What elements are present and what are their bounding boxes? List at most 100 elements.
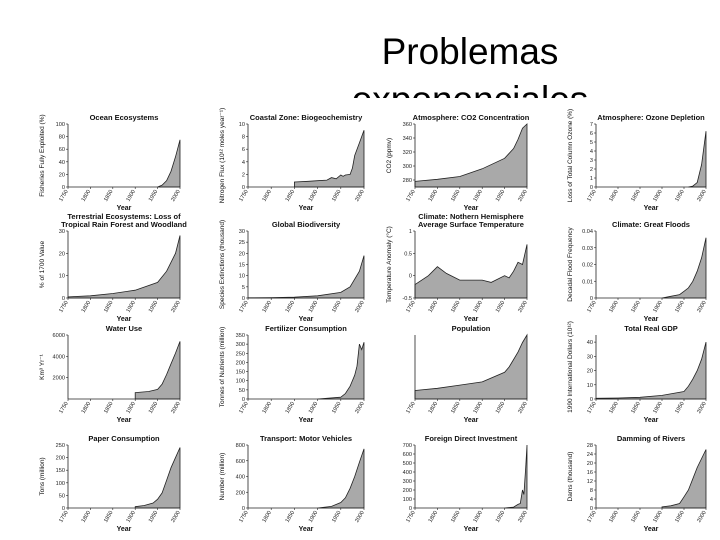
y-tick-label: 5 bbox=[590, 140, 593, 146]
series-area bbox=[157, 139, 181, 188]
y-tick-label: 280 bbox=[403, 178, 412, 184]
x-tick-label: 1800 bbox=[262, 300, 273, 314]
y-tick-label: 0 bbox=[242, 185, 245, 191]
x-tick-label: 1850 bbox=[103, 401, 114, 415]
y-tick-label: 5 bbox=[242, 285, 245, 291]
y-tick-label: 20 bbox=[59, 251, 65, 257]
y-axis-label: Dams (thousand) bbox=[567, 452, 574, 502]
y-tick-label: 100 bbox=[56, 481, 65, 487]
y-tick-label: 20 bbox=[587, 461, 593, 467]
chart-damming-of-rivers: Damming of Rivers 0 4 8 12 16 20 24 28 1750 1800 18… bbox=[567, 434, 708, 533]
x-tick-label: 1850 bbox=[630, 401, 641, 415]
y-tick-label: 10 bbox=[239, 274, 245, 280]
y-tick-label: 30 bbox=[59, 229, 65, 235]
x-tick-label: 1850 bbox=[103, 510, 114, 524]
chart-foreign-direct-investment: Foreign Direct Investment 0 100 200 300 400 50… bbox=[403, 434, 529, 533]
y-axis-label: Tonnes of Nutrients (million) bbox=[219, 327, 226, 408]
x-tick-label: 1950 bbox=[331, 510, 342, 524]
y-tick-label: 30 bbox=[239, 229, 245, 235]
x-axis-label: Year bbox=[299, 417, 314, 424]
x-tick-label: 1800 bbox=[608, 300, 619, 314]
x-tick-label: 2000 bbox=[354, 189, 365, 203]
x-tick-label: 1850 bbox=[103, 300, 114, 314]
y-tick-label: 6 bbox=[590, 131, 593, 137]
series-area bbox=[317, 342, 365, 400]
x-tick-label: 1900 bbox=[126, 300, 137, 314]
x-tick-label: 1950 bbox=[331, 401, 342, 415]
x-tick-label: 1800 bbox=[262, 401, 273, 415]
chart-title-line: Atmosphere: CO2 Concentration bbox=[413, 113, 530, 122]
y-axis-label: Temperature Anomaly (°C) bbox=[385, 226, 393, 303]
series-area bbox=[504, 444, 528, 509]
y-axis-label: CO2 (ppmv) bbox=[386, 138, 393, 173]
chart-atmosphere-co2-concentration: Atmosphere: CO2 Concentration 280 300 320 34… bbox=[386, 113, 530, 212]
x-tick-label: 1850 bbox=[450, 510, 461, 524]
chart-ocean-ecosystems: Ocean Ecosystems 0 20 40 60 80 100 1750 1800 1850… bbox=[39, 113, 182, 212]
y-tick-label: 0 bbox=[409, 506, 412, 512]
x-tick-label: 1950 bbox=[148, 189, 159, 203]
y-tick-label: 100 bbox=[403, 497, 412, 503]
y-axis-label: % of 1700 Value bbox=[39, 241, 46, 289]
y-tick-label: 350 bbox=[236, 333, 245, 339]
y-tick-label: 20 bbox=[587, 369, 593, 375]
x-tick-label: 1750 bbox=[405, 401, 416, 415]
x-axis-label: Year bbox=[464, 316, 479, 323]
chart-title-line: Damming of Rivers bbox=[617, 434, 685, 443]
y-tick-label: 2 bbox=[242, 172, 245, 178]
x-axis-label: Year bbox=[117, 205, 132, 212]
x-tick-label: 1750 bbox=[58, 300, 69, 314]
y-tick-label: 320 bbox=[403, 150, 412, 156]
chart-title-line: Terrestrial Ecosystems: Loss of bbox=[67, 212, 181, 221]
x-axis-label: Year bbox=[464, 205, 479, 212]
x-tick-label: 1750 bbox=[238, 510, 249, 524]
x-tick-label: 2000 bbox=[517, 300, 528, 314]
x-tick-label: 1950 bbox=[674, 300, 685, 314]
y-tick-label: 12 bbox=[587, 479, 593, 485]
x-tick-label: 1750 bbox=[238, 401, 249, 415]
series-area bbox=[595, 342, 707, 400]
y-tick-label: 200 bbox=[403, 488, 412, 494]
y-tick-label: 800 bbox=[236, 443, 245, 449]
y-axis-label: Nitrogen Flux (10¹² moles year⁻¹) bbox=[219, 108, 226, 204]
chart-population: Population 1750 1800 1850 1900 1950 2000 Year bbox=[405, 324, 528, 424]
x-tick-label: 1950 bbox=[674, 510, 685, 524]
x-tick-label: 2000 bbox=[170, 401, 181, 415]
x-tick-label: 1800 bbox=[608, 510, 619, 524]
x-tick-label: 1800 bbox=[262, 510, 273, 524]
chart-title: Atmosphere: CO2 Concentration bbox=[413, 113, 530, 122]
chart-title: Damming of Rivers bbox=[617, 434, 685, 443]
x-tick-label: 1750 bbox=[405, 510, 416, 524]
chart-title-line: Paper Consumption bbox=[88, 434, 160, 443]
x-tick-label: 1900 bbox=[126, 510, 137, 524]
x-tick-label: 1850 bbox=[450, 300, 461, 314]
chart-title: Global Biodiversity bbox=[272, 220, 341, 229]
y-tick-label: 40 bbox=[59, 160, 65, 166]
slide-title: Problemas bbox=[381, 31, 559, 72]
y-tick-label: 600 bbox=[403, 452, 412, 458]
x-tick-label: 1900 bbox=[126, 401, 137, 415]
y-tick-label: 0 bbox=[409, 274, 412, 280]
chart-water-use: Water Use 2000 4000 6000 1750 1800 1850 1900 195… bbox=[39, 324, 182, 424]
y-tick-label: 300 bbox=[403, 164, 412, 170]
chart-title: Coastal Zone: Biogeochemistry bbox=[250, 113, 363, 122]
x-axis-label: Year bbox=[644, 526, 659, 533]
x-tick-label: 1800 bbox=[608, 401, 619, 415]
y-axis-label: Km³ Yr⁻¹ bbox=[39, 353, 46, 380]
y-tick-label: 0 bbox=[242, 296, 245, 302]
x-tick-label: 1900 bbox=[473, 510, 484, 524]
x-tick-label: 1750 bbox=[238, 189, 249, 203]
x-tick-label: 1900 bbox=[652, 300, 663, 314]
y-tick-label: 300 bbox=[403, 479, 412, 485]
x-tick-label: 1800 bbox=[81, 510, 92, 524]
x-axis-label: Year bbox=[117, 417, 132, 424]
y-tick-label: 340 bbox=[403, 136, 412, 142]
y-tick-label: 20 bbox=[59, 172, 65, 178]
x-tick-label: 1800 bbox=[262, 189, 273, 203]
y-tick-label: 60 bbox=[59, 147, 65, 153]
y-tick-label: 0 bbox=[242, 397, 245, 403]
x-axis-label: Year bbox=[464, 526, 479, 533]
series-area bbox=[247, 255, 365, 299]
x-tick-label: 2000 bbox=[170, 300, 181, 314]
x-tick-label: 1900 bbox=[473, 300, 484, 314]
y-tick-label: 1 bbox=[590, 176, 593, 182]
